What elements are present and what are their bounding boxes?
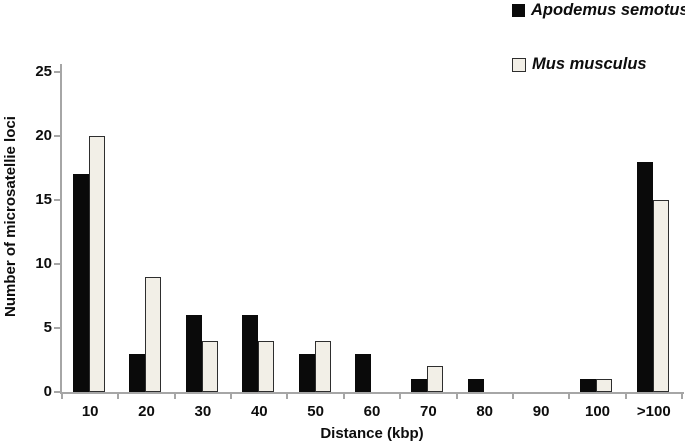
x-tick-mark — [624, 394, 627, 399]
bar-apodemus-semotus-80 — [467, 379, 484, 392]
x-tick-label-100: >100 — [636, 403, 671, 420]
bar-mus-musculus-30 — [201, 341, 218, 392]
bar-apodemus-semotus-30 — [185, 315, 202, 392]
legend-label-apodemus-semotus: Apodemus semotus — [531, 1, 685, 19]
x-tick-mark — [511, 394, 514, 399]
x-tick-mark — [61, 394, 63, 399]
x-axis-line — [60, 392, 684, 394]
y-axis-line — [60, 64, 62, 394]
bar-mus-musculus-70 — [427, 366, 444, 392]
x-tick-label-30: 30 — [194, 403, 212, 420]
x-tick-mark — [681, 394, 683, 399]
x-tick-label-80: 80 — [476, 403, 494, 420]
x-tick-label-60: 60 — [363, 403, 381, 420]
y-tick-mark — [54, 199, 60, 201]
legend-item-mus-musculus: Mus musculus — [512, 55, 647, 74]
bar-mus-musculus-20 — [145, 277, 162, 392]
y-tick-mark — [54, 263, 60, 265]
y-tick-mark — [54, 71, 60, 73]
x-tick-label-70: 70 — [420, 403, 437, 420]
x-tick-label-50: 50 — [307, 403, 324, 420]
x-tick-mark — [117, 394, 120, 399]
bar-mus-musculus-50 — [314, 341, 331, 392]
x-tick-label-100: 100 — [584, 403, 611, 420]
x-tick-mark — [286, 394, 289, 399]
x-tick-mark — [230, 394, 233, 399]
x-tick-label-90: 90 — [532, 403, 550, 420]
y-tick-label-15: 15 — [35, 191, 52, 208]
x-tick-label-20: 20 — [138, 403, 155, 420]
x-tick-mark — [455, 394, 458, 399]
y-tick-mark — [54, 327, 60, 329]
bar-apodemus-semotus-100 — [636, 162, 653, 392]
x-tick-mark — [173, 394, 176, 399]
bar-apodemus-semotus-20 — [129, 354, 146, 392]
bar-mus-musculus-100 — [652, 200, 669, 392]
y-tick-label-20: 20 — [35, 127, 52, 144]
y-tick-label-0: 0 — [43, 383, 52, 400]
y-tick-label-10: 10 — [35, 255, 52, 272]
legend-item-apodemus-semotus: Apodemus semotus — [512, 1, 685, 20]
x-tick-mark — [399, 394, 402, 399]
x-axis-title: Distance (kbp) — [320, 425, 424, 442]
bar-apodemus-semotus-50 — [298, 354, 315, 392]
bar-mus-musculus-40 — [258, 341, 275, 392]
y-tick-mark — [54, 391, 60, 393]
y-tick-label-25: 25 — [35, 63, 52, 80]
bar-apodemus-semotus-70 — [411, 379, 428, 392]
legend-swatch-white-square — [512, 57, 526, 72]
bar-apodemus-semotus-60 — [354, 354, 371, 392]
x-tick-label-10: 10 — [81, 403, 99, 420]
x-tick-mark — [342, 394, 345, 399]
bar-apodemus-semotus-40 — [242, 315, 259, 392]
y-tick-label-5: 5 — [43, 319, 52, 336]
bar-apodemus-semotus-10 — [73, 174, 89, 392]
x-tick-mark — [568, 394, 571, 399]
bar-mus-musculus-10 — [89, 136, 105, 392]
y-tick-mark — [54, 135, 60, 137]
legend-swatch-black-square — [512, 4, 525, 17]
bar-mus-musculus-100 — [596, 379, 613, 392]
x-tick-label-40: 40 — [250, 403, 268, 420]
bar-apodemus-semotus-100 — [580, 379, 597, 392]
legend-label-mus-musculus: Mus musculus — [532, 55, 647, 73]
